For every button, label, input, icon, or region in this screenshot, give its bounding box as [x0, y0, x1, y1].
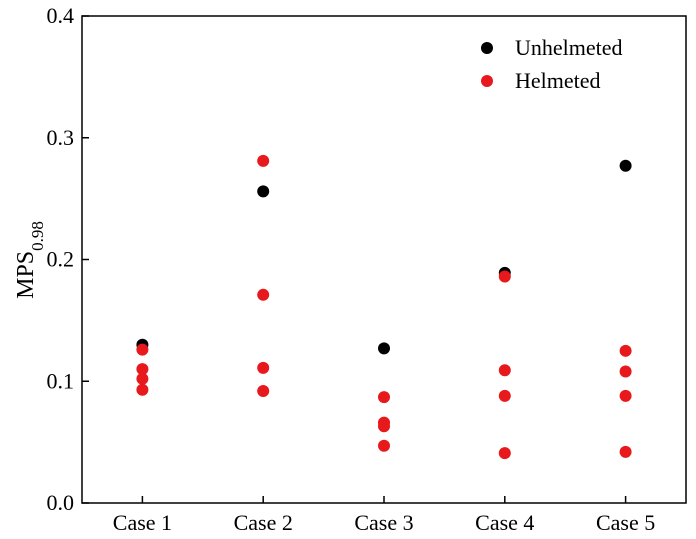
y-tick-label: 0.1: [47, 368, 75, 393]
helmeted-point: [257, 154, 270, 167]
x-axis-ticks: Case 1 Case 2 Case 3 Case 4 Case 5: [113, 496, 655, 535]
legend-marker-unhelmeted: [481, 42, 493, 54]
helmeted-point: [619, 365, 632, 378]
legend-marker-helmeted: [481, 75, 493, 87]
y-tick-label: 0.4: [47, 3, 75, 28]
helmeted-point: [498, 447, 511, 460]
legend: Unhelmeted Helmeted: [481, 35, 623, 93]
helmeted-point: [498, 364, 511, 377]
helmeted-point: [136, 372, 149, 385]
plot-marks: [136, 154, 632, 460]
helmeted-point: [136, 343, 149, 356]
helmeted-point: [378, 420, 390, 433]
helmeted-point: [257, 361, 270, 374]
x-tick-label: Case 3: [354, 510, 413, 535]
helmeted-point: [136, 383, 149, 396]
x-tick-label: Case 5: [596, 510, 655, 535]
helmeted-point: [378, 391, 390, 404]
helmeted-point: [498, 389, 511, 402]
helmeted-point: [498, 270, 511, 283]
helmeted-point: [619, 344, 632, 357]
helmeted-point: [619, 389, 632, 402]
helmeted-point: [136, 363, 149, 376]
y-axis-ticks: 0.0 0.1 0.2 0.3 0.4: [47, 3, 89, 515]
y-axis-label-main: MPS: [13, 251, 39, 299]
helmeted-point: [257, 384, 270, 397]
legend-label-helmeted: Helmeted: [515, 68, 601, 93]
x-tick-label: Case 2: [234, 510, 293, 535]
helmeted-point: [378, 439, 390, 452]
y-tick-label: 0.0: [47, 490, 75, 515]
unhelmeted-point: [619, 159, 632, 172]
y-tick-label: 0.2: [47, 247, 75, 272]
y-tick-label: 0.3: [47, 125, 75, 150]
helmeted-point: [619, 445, 632, 458]
helmeted-point: [257, 288, 270, 301]
legend-label-unhelmeted: Unhelmeted: [515, 35, 623, 60]
y-axis-label-subscript: 0.98: [28, 221, 47, 251]
x-tick-label: Case 1: [113, 510, 172, 535]
unhelmeted-point: [378, 342, 390, 355]
unhelmeted-point: [257, 185, 270, 198]
y-axis-label: MPS0.98: [13, 221, 47, 299]
x-tick-label: Case 4: [475, 510, 534, 535]
